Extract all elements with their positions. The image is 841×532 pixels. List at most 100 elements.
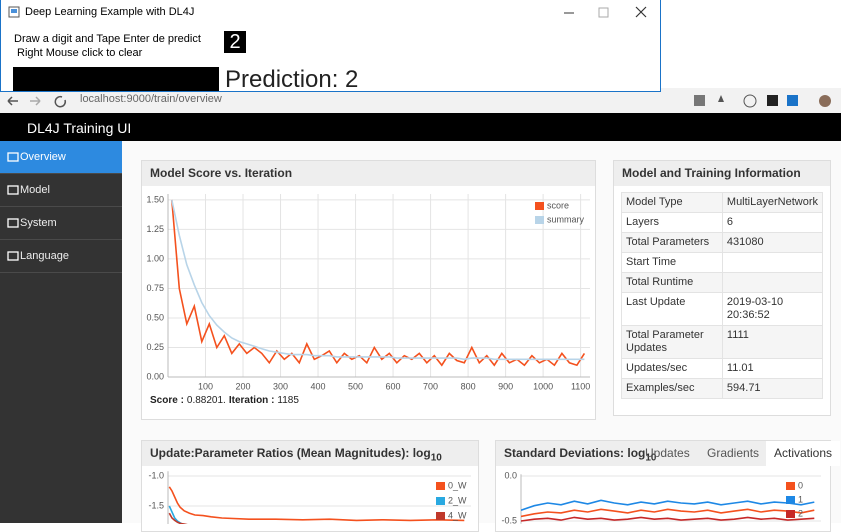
y-tick-label: 1.00	[146, 253, 164, 263]
nav-item[interactable]: System	[0, 207, 122, 240]
legend-swatch	[436, 512, 445, 520]
y-tick-label: 0.25	[146, 342, 164, 352]
x-tick-label: 900	[498, 381, 513, 391]
footer-part: 0.88201.	[187, 395, 226, 406]
info-key: Total Parameter Updates	[621, 325, 723, 359]
y-tick-label: 1.25	[146, 224, 164, 234]
y-tick-label: -1.0	[148, 470, 164, 480]
std-panel: Standard Deviations: log10 Updates Gradie…	[495, 440, 841, 532]
header-title: DL4J Training UI	[27, 120, 132, 136]
nav-buttons[interactable]	[4, 93, 74, 109]
info-row: Examples/sec 594.71	[621, 378, 824, 399]
legend-swatch	[786, 496, 795, 504]
title-subscript: 10	[645, 452, 657, 464]
info-value: 2019-03-10 20:36:52	[721, 292, 824, 326]
info-row: Total Parameters 431080	[621, 232, 824, 253]
x-tick-label: 1100	[571, 381, 590, 391]
digit-canvas[interactable]: 2	[224, 31, 246, 53]
legend-swatch	[535, 216, 544, 224]
info-table: Model Type MultiLayerNetwork Layers 6 Total …	[621, 192, 824, 399]
std-chart: 0.0 -0.5 0 1 2	[501, 470, 821, 524]
nav-icon	[7, 218, 19, 228]
info-key: Start Time	[621, 252, 723, 273]
browser-icons	[694, 94, 831, 108]
info-row: Total Parameter Updates 1111	[621, 325, 824, 359]
y-tick-label: -1.5	[148, 500, 164, 510]
score-panel: Model Score vs. Iteration 0.00 0.25 0.50 0.…	[141, 160, 596, 420]
x-tick-label: 500	[348, 381, 363, 391]
app-header: DL4J Training UI	[0, 113, 841, 141]
nav-item[interactable]: Model	[0, 174, 122, 207]
series-line	[521, 499, 815, 511]
icon-shape	[7, 251, 19, 261]
x-tick-label: 800	[461, 381, 476, 391]
series-line	[168, 505, 184, 524]
nav-icon	[7, 251, 19, 261]
legend-label: score	[547, 200, 569, 210]
window-icon	[8, 6, 20, 18]
nav-label: Overview	[20, 151, 66, 163]
footer-part: Iteration :	[229, 395, 275, 406]
nav-icon	[7, 185, 19, 195]
info-key: Total Parameters	[621, 232, 723, 253]
score-chart: 0.00 0.25 0.50 0.75 1.00 1.25 1.50 100 200 300 400…	[146, 194, 590, 406]
legend-swatch	[786, 510, 795, 518]
x-tick-label: 1000	[533, 381, 553, 391]
ratio-panel: Update:Parameter Ratios (Mean Magnitudes…	[141, 440, 479, 532]
tab[interactable]: Gradients	[707, 446, 760, 460]
draw-canvas[interactable]	[13, 67, 219, 91]
address-bar[interactable]: localhost:9000/train/overview	[80, 93, 222, 105]
icon-shape	[7, 152, 19, 162]
info-key: Layers	[621, 212, 723, 233]
title-text: Standard Deviations: log	[504, 446, 646, 460]
series-line	[168, 486, 465, 522]
legend-label: 0_W	[448, 480, 467, 490]
y-tick-label: 0.00	[146, 371, 164, 381]
info-row: Updates/sec 11.01	[621, 358, 824, 379]
title-subscript: 10	[430, 452, 442, 464]
tab[interactable]: Updates	[645, 446, 690, 460]
footer-part: 1185	[277, 395, 299, 406]
x-tick-label: 700	[423, 381, 438, 391]
title-text: Update:Parameter Ratios (Mean Magnitudes…	[150, 446, 431, 460]
y-tick-label: 0.0	[504, 470, 517, 480]
x-tick-label: 400	[311, 381, 326, 391]
series-line	[521, 516, 815, 522]
ratio-chart: -1.0 -1.5 0_W 2_W 4_W	[148, 470, 471, 524]
info-row: Model Type MultiLayerNetwork	[621, 192, 824, 213]
info-value	[721, 272, 824, 293]
info-panel: Model and Training Information Model Typ…	[613, 160, 831, 416]
footer-part: Score :	[150, 395, 184, 406]
y-tick-label: 0.75	[146, 283, 164, 293]
panel-title: Model and Training Information	[614, 161, 830, 186]
nav-label: Language	[20, 250, 69, 262]
nav-item[interactable]: Overview	[0, 141, 122, 174]
legend-label: summary	[547, 214, 585, 224]
legend-swatch	[436, 482, 445, 490]
legend-label: 2	[798, 508, 803, 518]
legend-label: 1	[798, 494, 803, 504]
x-tick-label: 600	[386, 381, 401, 391]
y-tick-label: 1.50	[146, 194, 164, 204]
info-value: 431080	[721, 232, 824, 253]
icon-shape	[7, 218, 19, 228]
info-key: Last Update	[621, 292, 723, 326]
panel-title: Update:Parameter Ratios (Mean Magnitudes…	[142, 441, 478, 466]
hint-text: Right Mouse click to clear	[17, 47, 143, 59]
x-tick-label: 200	[236, 381, 251, 391]
series-line	[168, 512, 188, 524]
window-title: Deep Learning Example with DL4J	[25, 6, 195, 18]
info-row: Start Time	[621, 252, 824, 273]
info-value: 11.01	[721, 358, 824, 379]
nav-icon	[7, 152, 19, 162]
legend-label: 4_W	[448, 510, 467, 520]
y-tick-label: 0.50	[146, 312, 164, 322]
y-tick-label: -0.5	[501, 515, 517, 524]
legend-label: 0	[798, 480, 803, 490]
nav-item[interactable]: Language	[0, 240, 122, 273]
legend-swatch	[535, 202, 544, 210]
window-controls[interactable]	[556, 4, 656, 20]
tab[interactable]: Activations	[766, 441, 841, 466]
icon-shape	[7, 185, 19, 195]
